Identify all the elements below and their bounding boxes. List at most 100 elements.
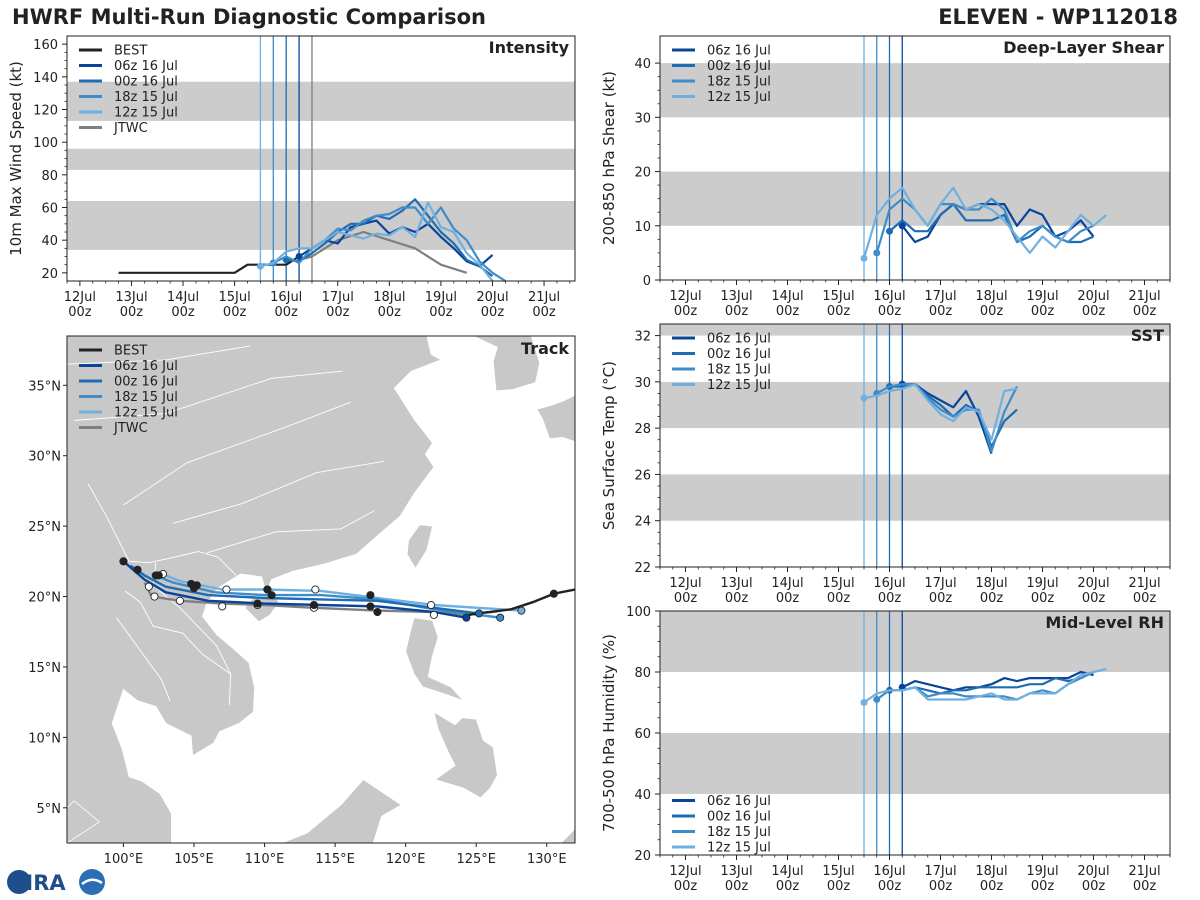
- rh-x-tick-label: 00z: [725, 879, 749, 894]
- sst-x-tick-label: 19Jul: [1026, 576, 1058, 591]
- track-lon-label: 130°E: [527, 852, 567, 867]
- rh-series-line: [863, 667, 1107, 704]
- track-marker: [373, 607, 382, 617]
- shear-x-tick-label: 14Jul: [771, 289, 803, 304]
- rh-x-tick-label: 19Jul: [1026, 864, 1058, 879]
- track-lon-label: 100°E: [104, 852, 144, 867]
- intensity-panel-title: Intensity: [489, 38, 570, 57]
- shear-x-tick-label: 00z: [1031, 304, 1055, 319]
- rh-x-tick-label: 00z: [1031, 879, 1055, 894]
- intensity-legend-label: 18z 15 Jul: [114, 90, 178, 105]
- cira-logo: CIRA: [7, 869, 105, 895]
- rh-x-tick-label: 14Jul: [771, 864, 803, 879]
- shear-x-tick-label: 00z: [1133, 304, 1157, 319]
- sst-legend-label: 00z 16 Jul: [707, 347, 771, 362]
- intensity-y-tick-label: 80: [41, 169, 58, 184]
- intensity-y-tick-label: 160: [33, 38, 58, 53]
- shear-x-tick-label: 00z: [725, 304, 749, 319]
- track-marker: [366, 602, 375, 611]
- intensity-legend-label: JTWC: [113, 121, 148, 136]
- sst-y-axis-label: Sea Surface Temp (°C): [600, 361, 618, 530]
- track-series-line: [143, 581, 470, 617]
- track-lat-label: 25°N: [28, 520, 61, 535]
- shear-x-tick-label: 21Jul: [1128, 289, 1160, 304]
- rh-band: [660, 611, 1170, 672]
- intensity-x-tick-label: 00z: [223, 305, 247, 320]
- rh-legend-label: 12z 15 Jul: [707, 841, 771, 856]
- track-marker: [429, 610, 438, 619]
- intensity-y-tick-label: 60: [41, 202, 58, 217]
- track-legend-label: 18z 15 Jul: [114, 390, 178, 405]
- track-marker: [366, 591, 375, 600]
- logo-emblem-icon: [79, 869, 105, 895]
- rh-x-tick-label: 15Jul: [822, 864, 854, 879]
- shear-legend-label: 06z 16 Jul: [707, 44, 771, 59]
- rh-series-start-point: [860, 699, 868, 706]
- shear-y-tick-label: 30: [634, 111, 651, 126]
- sst-legend-label: 06z 16 Jul: [707, 332, 771, 347]
- sst-x-tick-label: 00z: [1082, 591, 1106, 606]
- rh-x-tick-label: 20Jul: [1077, 864, 1109, 879]
- intensity-x-tick-label: 00z: [171, 305, 195, 320]
- sst-panel-title: SST: [1131, 326, 1164, 345]
- track-marker: [144, 582, 153, 591]
- sst-x-tick-label: 20Jul: [1077, 576, 1109, 591]
- rh-x-tick-label: 18Jul: [975, 864, 1007, 879]
- track-marker: [150, 592, 159, 601]
- rh-series-line: [901, 670, 1094, 692]
- intensity-band: [67, 148, 575, 170]
- rh-x-tick-label: 00z: [1133, 879, 1157, 894]
- track-border-line: [74, 370, 343, 421]
- track-legend-label: BEST: [114, 344, 147, 359]
- intensity-x-tick-label: 00z: [429, 305, 453, 320]
- sst-y-tick-label: 24: [634, 515, 651, 530]
- rh-x-tick-label: 12Jul: [669, 864, 701, 879]
- shear-y-tick-label: 0: [643, 274, 651, 289]
- sst-panel: 22242628303212Jul00z13Jul00z14Jul00z15Ju…: [600, 323, 1171, 606]
- intensity-y-tick-label: 120: [33, 104, 58, 119]
- track-marker: [462, 613, 471, 622]
- track-marker: [119, 557, 128, 566]
- track-border-line: [87, 483, 237, 576]
- shear-legend-label: 18z 15 Jul: [707, 75, 771, 90]
- rh-legend-label: 18z 15 Jul: [707, 825, 771, 840]
- rh-x-tick-label: 00z: [776, 879, 800, 894]
- shear-y-tick-label: 10: [634, 220, 651, 235]
- intensity-legend-label: BEST: [114, 44, 147, 59]
- rh-x-tick-label: 00z: [674, 879, 698, 894]
- rh-y-axis-label: 700-500 hPa Humidity (%): [600, 634, 618, 832]
- shear-x-tick-label: 00z: [980, 304, 1004, 319]
- track-marker: [175, 596, 184, 605]
- logo-swoosh-icon: [81, 878, 103, 886]
- track-lon-label: 125°E: [456, 852, 496, 867]
- intensity-x-tick-label: 17Jul: [322, 290, 354, 305]
- sst-y-tick-label: 26: [634, 468, 651, 483]
- track-marker: [253, 599, 262, 608]
- rh-series-start-point: [873, 695, 881, 703]
- shear-x-tick-label: 15Jul: [822, 289, 854, 304]
- intensity-x-tick-label: 16Jul: [270, 290, 302, 305]
- intensity-x-tick-label: 00z: [68, 305, 92, 320]
- rh-legend-label: 06z 16 Jul: [707, 794, 771, 809]
- intensity-y-tick-label: 40: [41, 234, 58, 249]
- track-land: [405, 617, 464, 702]
- track-marker: [133, 565, 142, 574]
- intensity-series-start-point: [256, 262, 264, 270]
- sst-x-tick-label: 00z: [878, 591, 902, 606]
- track-border-line: [116, 617, 171, 701]
- intensity-x-tick-label: 18Jul: [373, 290, 405, 305]
- intensity-legend-label: 12z 15 Jul: [114, 106, 178, 121]
- sst-x-tick-label: 00z: [674, 591, 698, 606]
- sst-legend-label: 18z 15 Jul: [707, 363, 771, 378]
- rh-x-tick-label: 00z: [980, 879, 1004, 894]
- track-land: [258, 779, 403, 843]
- shear-x-tick-label: 00z: [674, 304, 698, 319]
- intensity-x-tick-label: 19Jul: [425, 290, 457, 305]
- intensity-x-tick-label: 12Jul: [64, 290, 96, 305]
- track-land: [67, 336, 442, 843]
- rh-x-tick-label: 21Jul: [1128, 864, 1160, 879]
- intensity-legend-label: 00z 16 Jul: [114, 75, 178, 90]
- intensity-band: [67, 81, 575, 121]
- logo-globe-icon: [7, 870, 31, 894]
- shear-series-start-point: [860, 254, 868, 262]
